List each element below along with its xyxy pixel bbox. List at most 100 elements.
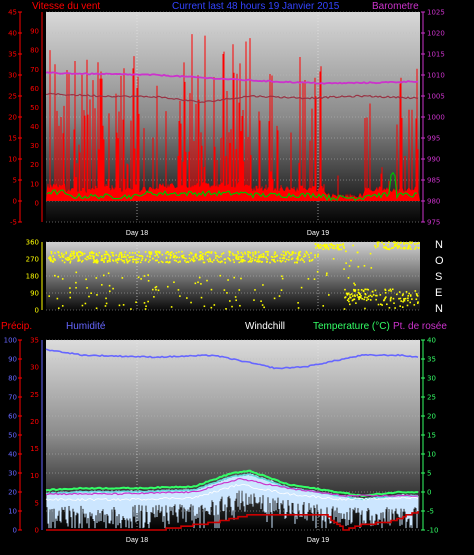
direction-point xyxy=(300,257,303,260)
direction-point xyxy=(122,304,125,306)
direction-point xyxy=(69,260,72,263)
direction-point xyxy=(157,251,160,254)
direction-point xyxy=(303,255,305,258)
wind-inner-tick-label: 60 xyxy=(30,85,39,93)
direction-point xyxy=(247,256,250,258)
direction-point xyxy=(219,274,222,277)
direction-point xyxy=(192,256,195,258)
direction-point xyxy=(232,254,235,256)
direction-point xyxy=(297,307,300,309)
direction-point xyxy=(387,244,390,246)
direction-point xyxy=(210,251,213,254)
direction-point xyxy=(223,289,226,291)
direction-point xyxy=(194,254,197,256)
direction-point xyxy=(396,241,399,244)
direction-point xyxy=(258,261,260,263)
direction-point xyxy=(196,257,198,259)
direction-point xyxy=(402,247,405,249)
direction-point xyxy=(369,294,372,297)
direction-point xyxy=(150,251,153,253)
direction-point xyxy=(289,254,291,256)
direction-point xyxy=(403,299,406,302)
direction-point xyxy=(115,260,117,262)
direction-point xyxy=(308,259,311,262)
direction-point xyxy=(386,248,389,250)
direction-point xyxy=(147,279,150,282)
direction-point xyxy=(231,252,234,255)
direction-point xyxy=(178,256,181,259)
wind-inner-tick-label: 40 xyxy=(30,123,39,131)
direction-point xyxy=(348,265,351,267)
direction-point xyxy=(282,254,285,256)
direction-point xyxy=(402,293,404,295)
baro-tick-label: 985 xyxy=(427,177,440,185)
direction-point xyxy=(240,256,243,259)
direction-point xyxy=(395,243,398,245)
direction-point xyxy=(109,258,111,261)
direction-point xyxy=(330,243,333,245)
direction-point xyxy=(141,255,144,258)
direction-point xyxy=(360,294,362,297)
direction-point xyxy=(249,258,252,260)
direction-point xyxy=(322,305,325,307)
direction-point xyxy=(244,259,246,262)
temp-tick-label: 5 xyxy=(427,470,431,478)
direction-point xyxy=(144,259,147,262)
direction-point xyxy=(270,255,273,258)
direction-point xyxy=(346,299,349,302)
direction-point xyxy=(248,251,251,254)
direction-point xyxy=(126,261,129,264)
direction-point xyxy=(100,255,103,258)
humidity-inner-tick-label: 25 xyxy=(30,391,39,399)
direction-point xyxy=(333,247,336,250)
direction-point xyxy=(76,251,78,254)
direction-point xyxy=(282,257,285,259)
direction-point xyxy=(257,251,260,253)
direction-point xyxy=(109,260,111,263)
direction-point xyxy=(189,259,192,262)
direction-point xyxy=(303,253,306,255)
direction-point xyxy=(213,304,216,306)
direction-point xyxy=(403,243,405,245)
direction-point xyxy=(403,241,405,244)
temp-tick-label: 30 xyxy=(427,375,436,383)
direction-point xyxy=(256,260,258,263)
direction-point xyxy=(231,305,233,308)
temp-tick-label: -10 xyxy=(427,527,438,535)
wind-inner-tick-label: 0 xyxy=(35,199,39,207)
direction-point xyxy=(157,289,160,292)
direction-point xyxy=(364,296,366,299)
direction-point xyxy=(399,242,401,244)
direction-point xyxy=(107,259,110,262)
direction-point xyxy=(81,260,83,263)
direction-point xyxy=(399,305,401,307)
direction-point xyxy=(49,257,52,260)
direction-point xyxy=(320,246,322,249)
direction-point xyxy=(336,247,338,249)
direction-point xyxy=(401,294,404,297)
direction-point xyxy=(304,255,307,257)
direction-point xyxy=(112,255,115,257)
direction-point xyxy=(353,298,355,301)
direction-point xyxy=(127,260,130,263)
temp-tick-label: 20 xyxy=(427,413,436,421)
baro-tick-label: 980 xyxy=(427,198,440,206)
direction-point xyxy=(361,297,363,300)
baro-trend-line xyxy=(45,92,419,104)
direction-point xyxy=(57,275,60,278)
direction-point xyxy=(323,244,326,246)
direction-point xyxy=(297,259,299,261)
direction-point xyxy=(120,253,123,256)
direction-point xyxy=(249,252,252,254)
direction-point xyxy=(140,278,142,280)
direction-point xyxy=(170,254,173,256)
direction-point xyxy=(316,245,319,248)
direction-point xyxy=(244,251,246,254)
direction-point xyxy=(376,245,379,248)
windchill-line xyxy=(45,483,419,502)
direction-point xyxy=(202,258,204,261)
direction-point xyxy=(263,306,265,309)
direction-point xyxy=(376,294,378,297)
direction-point xyxy=(232,259,235,261)
direction-point xyxy=(416,302,419,304)
